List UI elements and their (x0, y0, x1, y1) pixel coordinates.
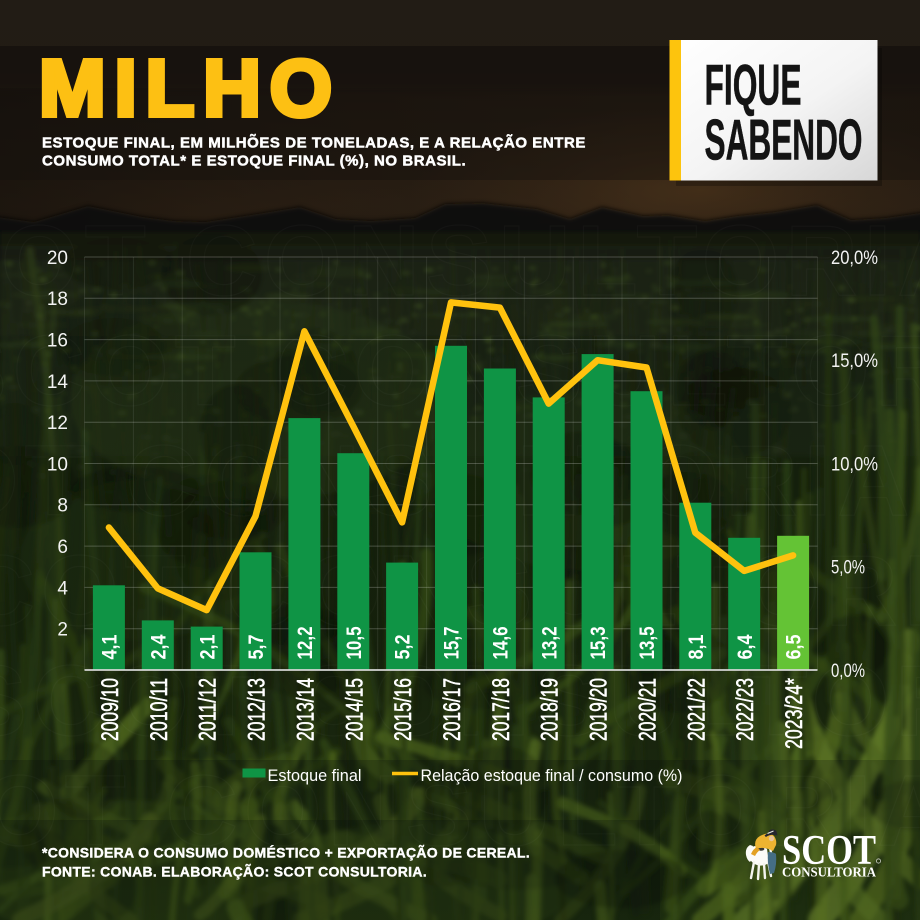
svg-text:18: 18 (47, 289, 68, 310)
svg-text:14: 14 (47, 372, 69, 393)
svg-text:2018/19: 2018/19 (537, 678, 564, 741)
svg-text:6,4: 6,4 (734, 634, 757, 659)
svg-text:2,4: 2,4 (147, 634, 170, 659)
svg-text:12,2: 12,2 (294, 627, 317, 660)
svg-text:Relação estoque final / consum: Relação estoque final / consumo (%) (421, 767, 683, 785)
svg-text:2019/20: 2019/20 (586, 678, 613, 741)
svg-text:2010/11: 2010/11 (146, 678, 173, 741)
svg-text:2013/14: 2013/14 (292, 678, 319, 741)
svg-text:CONSULTORIA: CONSULTORIA (782, 865, 876, 880)
svg-text:4,1: 4,1 (99, 634, 122, 659)
svg-text:2011/12: 2011/12 (195, 678, 222, 741)
svg-text:8,1: 8,1 (685, 634, 708, 659)
svg-text:SCOT: SCOT (782, 828, 876, 874)
svg-text:2016/17: 2016/17 (439, 678, 466, 741)
svg-text:2,1: 2,1 (196, 634, 219, 659)
svg-text:2023/24*: 2023/24* (781, 678, 808, 749)
svg-text:Estoque final: Estoque final (268, 767, 362, 785)
svg-text:13,5: 13,5 (636, 626, 659, 659)
svg-text:MILHO: MILHO (39, 44, 341, 133)
svg-text:2017/18: 2017/18 (488, 678, 515, 741)
svg-text:5,2: 5,2 (392, 635, 415, 660)
svg-text:15,7: 15,7 (441, 627, 464, 660)
svg-text:2020/21: 2020/21 (635, 678, 662, 741)
svg-text:20,0%: 20,0% (831, 248, 878, 269)
svg-text:8: 8 (57, 496, 68, 517)
svg-text:CONSUMO TOTAL* E ESTOQUE FINAL: CONSUMO TOTAL* E ESTOQUE FINAL (%), NO B… (42, 153, 466, 170)
svg-text:13,2: 13,2 (538, 627, 561, 660)
svg-text:0,0%: 0,0% (831, 661, 865, 682)
svg-text:6: 6 (57, 537, 68, 558)
svg-text:6,5: 6,5 (783, 634, 806, 659)
svg-text:10,5: 10,5 (343, 626, 366, 659)
svg-text:15,0%: 15,0% (831, 351, 878, 372)
svg-text:2: 2 (57, 620, 68, 641)
svg-text:14,6: 14,6 (490, 627, 513, 660)
svg-text:2021/22: 2021/22 (683, 678, 710, 741)
svg-text:10,0%: 10,0% (831, 454, 878, 475)
svg-text:*CONSIDERA O CONSUMO DOMÉSTICO: *CONSIDERA O CONSUMO DOMÉSTICO + EXPORTA… (42, 844, 530, 861)
svg-text:20: 20 (47, 248, 68, 269)
svg-text:2015/16: 2015/16 (390, 678, 417, 741)
svg-text:FIQUE: FIQUE (705, 54, 802, 118)
svg-text:2014/15: 2014/15 (341, 678, 368, 741)
svg-text:5,0%: 5,0% (831, 558, 865, 579)
svg-text:5,7: 5,7 (245, 635, 268, 660)
svg-text:12: 12 (47, 413, 68, 434)
svg-text:15,3: 15,3 (587, 627, 610, 660)
svg-text:4: 4 (57, 578, 68, 599)
svg-text:16: 16 (47, 331, 68, 352)
svg-text:FONTE: CONAB. ELABORAÇÃO: SCOT: FONTE: CONAB. ELABORAÇÃO: SCOT CONSULTOR… (42, 863, 427, 880)
svg-text:SABENDO: SABENDO (705, 109, 863, 173)
svg-text:2022/23: 2022/23 (732, 678, 759, 741)
svg-text:2009/10: 2009/10 (97, 678, 124, 741)
svg-text:2012/13: 2012/13 (244, 678, 271, 741)
svg-text:10: 10 (47, 454, 68, 475)
svg-text:ESTOQUE FINAL, EM MILHÕES DE T: ESTOQUE FINAL, EM MILHÕES DE TONELADAS, … (42, 134, 586, 152)
